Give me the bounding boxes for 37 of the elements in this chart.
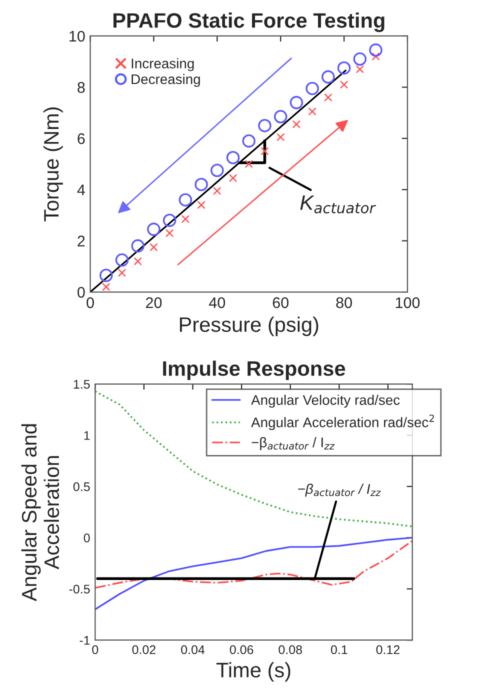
y-tick-label: 0 (78, 286, 85, 298)
x-tick-label: 0 (92, 645, 98, 654)
chart-title: Impulse Response (163, 360, 346, 380)
x-tick-label: 20 (146, 297, 162, 308)
y-tick-label: 0 (84, 533, 90, 542)
legend-label: Decreasing (132, 74, 200, 87)
x-tick-label: 80 (336, 297, 352, 308)
y-tick-label: 6 (78, 133, 85, 144)
x-tick-label: 0.04 (181, 645, 205, 654)
y-tick-label: 8 (78, 82, 85, 93)
y-tick-label: 0.5 (73, 482, 90, 492)
x-tick-label: 0.12 (376, 645, 400, 654)
x-tick-label: 0.08 (278, 645, 302, 654)
legend-label: Angular Acceleration rad/sec$^{2}$ (251, 414, 434, 430)
x-tick-label: 0.1 (330, 645, 348, 654)
y-tick-label: 1.5 (74, 380, 90, 389)
x-axis-title: Pressure (psig) (180, 316, 318, 336)
y-tick-label: -1 (80, 636, 90, 645)
y-axis-title: Angular Speed and Acceleration (21, 424, 60, 602)
y-tick-label: -0.5 (69, 584, 90, 594)
x-axis-title: Time (s) (216, 662, 290, 682)
x-tick-label: 100 (396, 297, 420, 308)
x-tick-label: 0.02 (132, 645, 156, 654)
annotation: K$_{actuator}$ (300, 195, 376, 214)
annotation: −β$_{actuator}$ / I$_{zz}$ (298, 484, 381, 497)
x-tick-label: 0.06 (230, 645, 254, 654)
y-tick-label: 2 (78, 236, 85, 246)
x-tick-label: 40 (209, 297, 226, 308)
x-tick-label: 60 (272, 297, 288, 308)
y-axis-title: Torque (Nm) (43, 107, 63, 222)
legend-label: Angular Velocity rad/sec (251, 394, 400, 408)
chart-title: PPAFO Static Force Testing (113, 12, 384, 32)
legend-label: −β$_{actuator}$ / I$_{zz}$ (252, 437, 335, 450)
y-tick-label: 1 (84, 431, 90, 440)
legend-label: Increasing (132, 58, 194, 72)
y-tick-label: 10 (70, 30, 85, 42)
y-tick-label: 4 (77, 184, 85, 196)
